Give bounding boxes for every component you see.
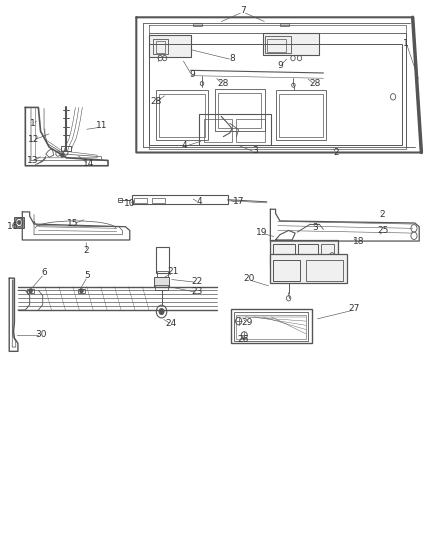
Text: 2: 2 [334, 148, 339, 157]
Text: 30: 30 [35, 330, 47, 339]
Text: 14: 14 [83, 159, 94, 167]
Bar [15, 217, 23, 227]
Text: 28: 28 [309, 79, 321, 88]
Bar [199, 114, 271, 144]
Bar [134, 198, 147, 203]
Text: 25: 25 [378, 226, 389, 235]
Text: 21: 21 [168, 268, 179, 276]
Circle shape [29, 289, 32, 293]
Circle shape [18, 220, 21, 224]
Text: 4: 4 [181, 141, 187, 150]
Text: 5: 5 [85, 271, 90, 280]
Bar [276, 90, 325, 140]
Bar [270, 254, 346, 284]
Circle shape [159, 309, 164, 315]
Bar [298, 244, 318, 264]
Bar [306, 260, 343, 281]
Bar [270, 240, 338, 266]
Bar [193, 22, 201, 26]
Bar [156, 247, 169, 273]
Text: 1: 1 [30, 119, 36, 128]
Bar [279, 94, 322, 137]
Bar [154, 277, 169, 287]
Text: 20: 20 [243, 274, 254, 283]
Bar [273, 260, 300, 281]
Bar [234, 312, 308, 341]
Bar [280, 22, 289, 26]
Text: 28: 28 [218, 79, 229, 88]
Text: 15: 15 [67, 219, 79, 228]
Text: 22: 22 [191, 277, 203, 286]
Bar [27, 289, 35, 293]
Text: 11: 11 [96, 122, 107, 131]
Bar [231, 309, 312, 343]
Text: 27: 27 [348, 304, 360, 313]
Bar [204, 118, 232, 142]
Text: 3: 3 [312, 223, 318, 232]
Text: 12: 12 [28, 135, 39, 144]
Bar [273, 244, 295, 264]
Bar [267, 39, 286, 52]
Text: 13: 13 [28, 156, 39, 165]
Text: 2: 2 [84, 246, 89, 255]
Bar [153, 38, 168, 54]
Text: 23: 23 [191, 287, 203, 296]
Bar [237, 118, 265, 142]
Text: 6: 6 [41, 268, 47, 277]
Bar [149, 35, 191, 57]
Text: 18: 18 [353, 237, 364, 246]
Bar [14, 216, 24, 228]
Bar [152, 198, 165, 203]
Bar [218, 93, 261, 127]
Text: 3: 3 [252, 147, 258, 156]
Text: 26: 26 [237, 335, 249, 344]
Text: 24: 24 [166, 319, 177, 328]
Bar [156, 41, 166, 53]
Text: 16: 16 [7, 222, 18, 231]
Text: 9: 9 [277, 61, 283, 69]
Bar [155, 285, 168, 290]
Bar [78, 289, 85, 293]
Text: 1: 1 [403, 39, 409, 49]
Bar [132, 196, 228, 204]
Text: 10: 10 [124, 199, 135, 208]
Text: 17: 17 [233, 197, 244, 206]
Bar [157, 271, 168, 279]
Bar [321, 244, 334, 264]
Text: 7: 7 [240, 6, 246, 15]
Circle shape [60, 153, 64, 157]
Bar [60, 146, 71, 151]
Text: 29: 29 [242, 318, 253, 327]
Bar [156, 90, 208, 140]
Bar [262, 33, 319, 55]
Text: 9: 9 [189, 70, 195, 79]
Bar [215, 89, 265, 131]
Circle shape [80, 289, 83, 293]
Text: 19: 19 [256, 228, 268, 237]
Bar [237, 316, 306, 338]
Text: 28: 28 [150, 96, 162, 106]
Bar [149, 44, 402, 144]
Bar [159, 94, 205, 137]
Bar [265, 36, 291, 53]
Text: 2: 2 [379, 210, 385, 219]
Text: 8: 8 [229, 54, 235, 63]
Text: 4: 4 [197, 197, 202, 206]
Bar [118, 198, 122, 202]
